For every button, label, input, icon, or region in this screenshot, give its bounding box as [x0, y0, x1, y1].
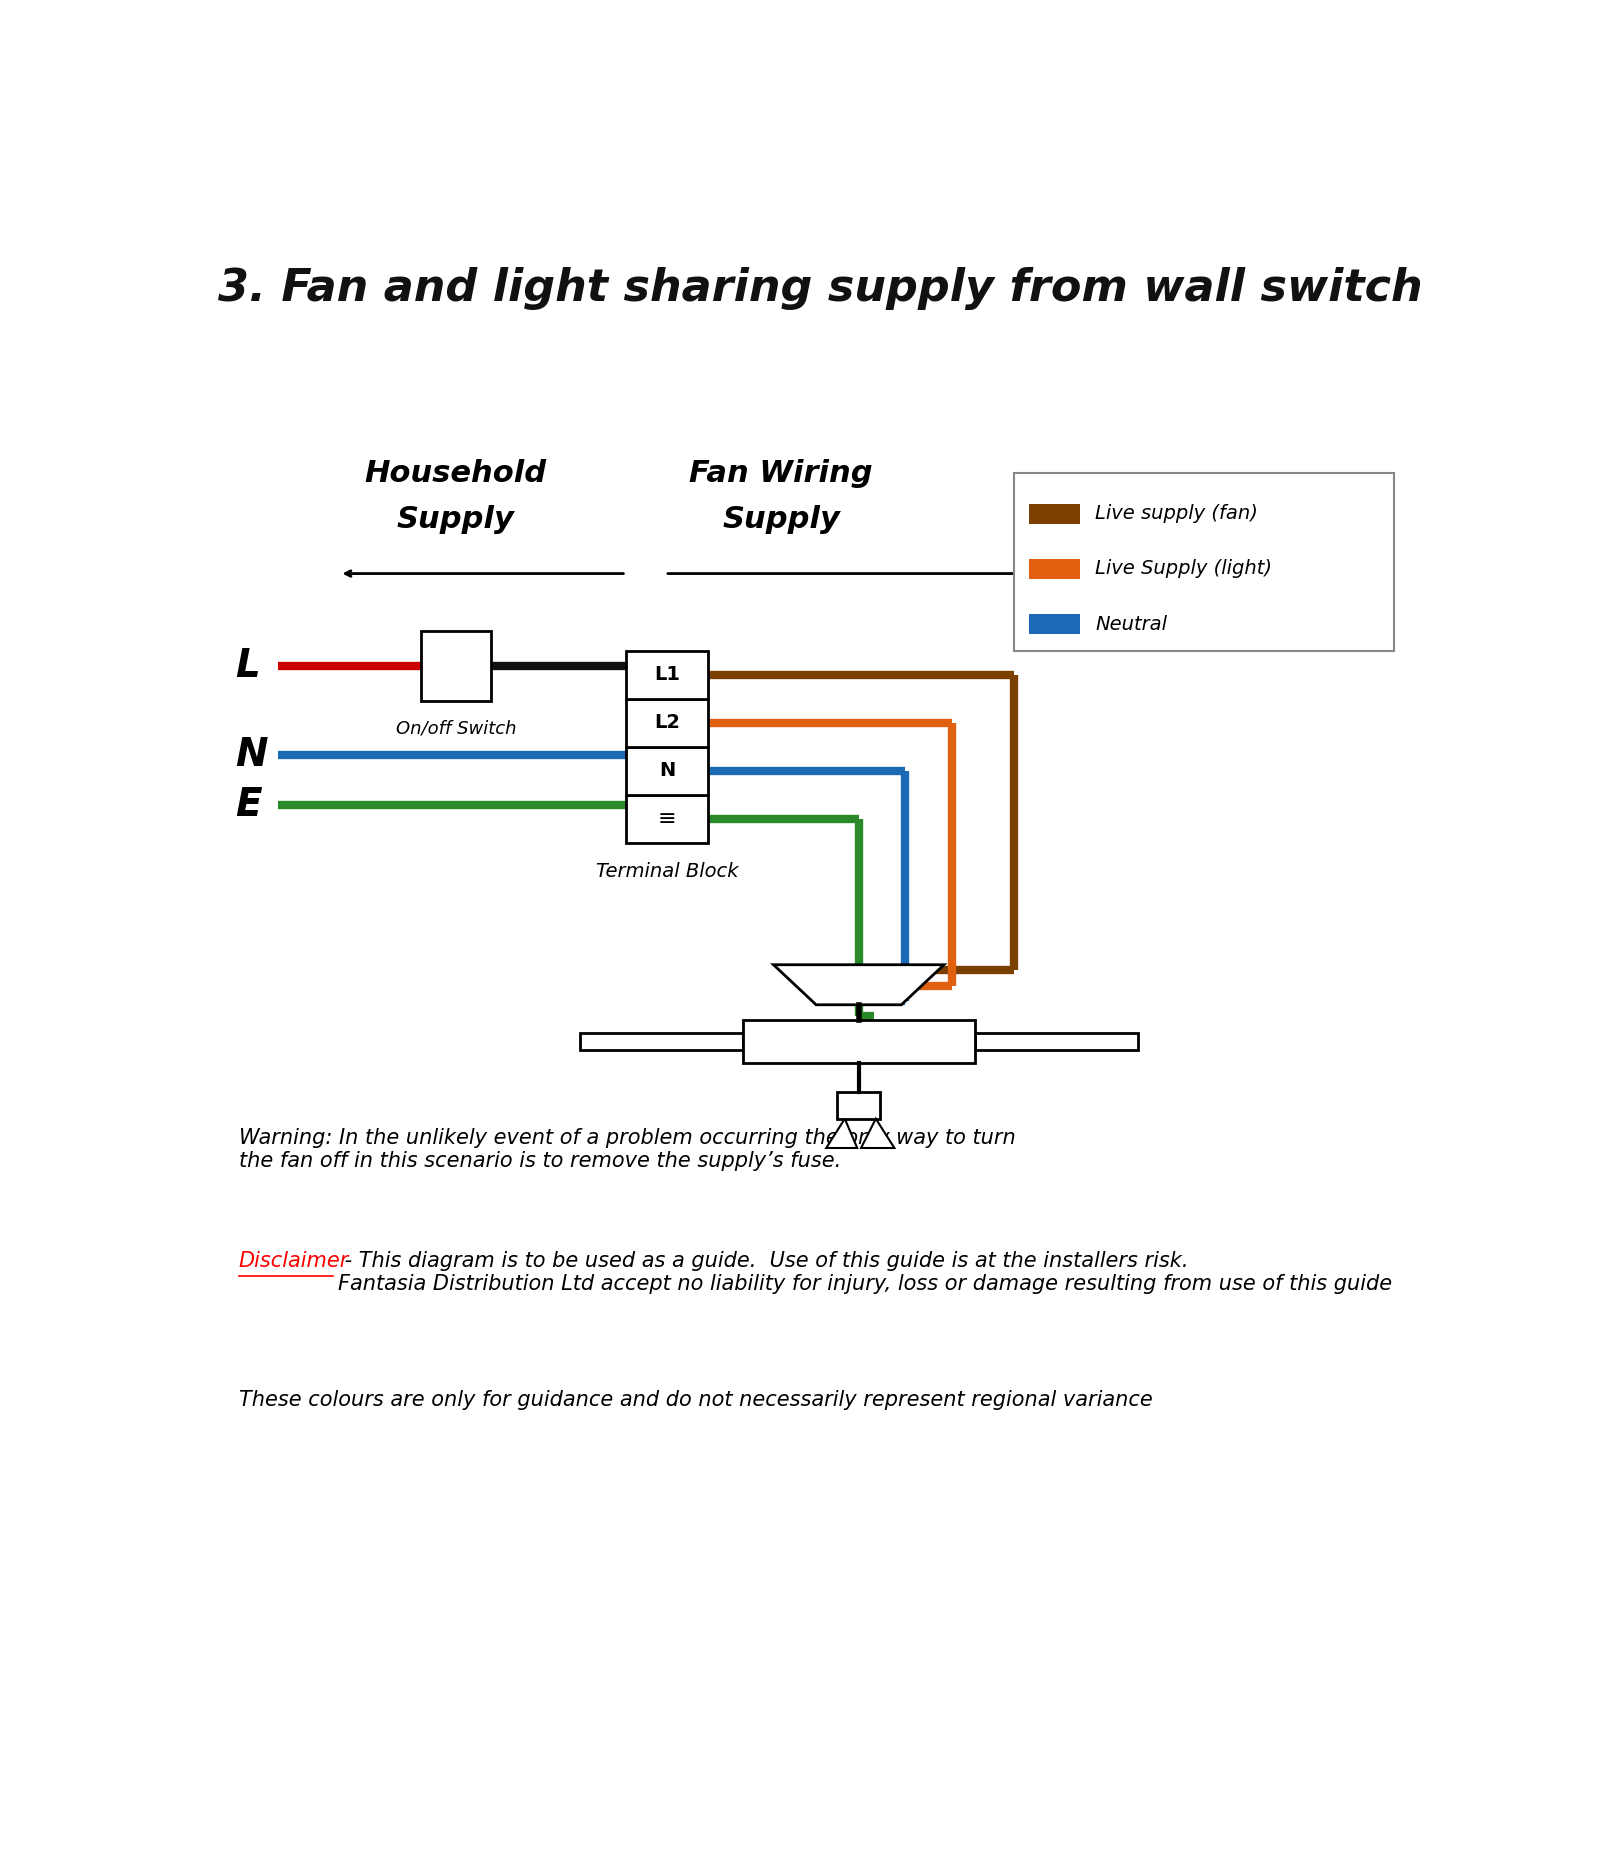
Text: - This diagram is to be used as a guide.  Use of this guide is at the installers: - This diagram is to be used as a guide.… [338, 1251, 1392, 1294]
Text: Terminal Block: Terminal Block [595, 862, 738, 882]
Bar [1029, 558, 1080, 579]
Polygon shape [861, 1118, 894, 1148]
Text: Household: Household [365, 459, 547, 489]
Text: ≡: ≡ [658, 809, 677, 830]
Text: These colours are only for guidance and do not necessarily represent regional va: These colours are only for guidance and … [238, 1390, 1152, 1410]
Bar [1029, 504, 1080, 524]
Text: Supply: Supply [397, 506, 515, 534]
Text: L: L [235, 646, 259, 686]
Text: N: N [659, 762, 675, 781]
Polygon shape [773, 965, 944, 1004]
Bar [626, 650, 707, 699]
Text: L1: L1 [654, 665, 680, 684]
Text: Live Supply (light): Live Supply (light) [1094, 560, 1272, 579]
Bar [626, 794, 707, 843]
Bar [626, 747, 707, 794]
Text: Supply: Supply [722, 506, 840, 534]
Text: L2: L2 [654, 714, 680, 732]
Text: Disclaimer: Disclaimer [238, 1251, 349, 1272]
Bar [974, 1032, 1138, 1049]
Text: Warning: In the unlikely event of a problem occurring the only way to turn
the f: Warning: In the unlikely event of a prob… [238, 1128, 1016, 1171]
Text: 3. Fan and light sharing supply from wall switch: 3. Fan and light sharing supply from wal… [218, 268, 1422, 311]
Bar [742, 1021, 974, 1062]
Polygon shape [826, 1118, 858, 1148]
Bar [626, 699, 707, 747]
Text: N: N [235, 736, 267, 774]
Text: On/off Switch: On/off Switch [395, 719, 515, 738]
Text: Neutral: Neutral [1094, 614, 1166, 633]
Bar [421, 631, 491, 701]
Bar [1014, 474, 1394, 650]
Bar [1029, 614, 1080, 635]
Bar [837, 1092, 880, 1118]
Text: E: E [235, 785, 261, 824]
Text: Fan Wiring: Fan Wiring [690, 459, 874, 489]
Text: Live supply (fan): Live supply (fan) [1094, 504, 1258, 523]
Bar [579, 1032, 742, 1049]
